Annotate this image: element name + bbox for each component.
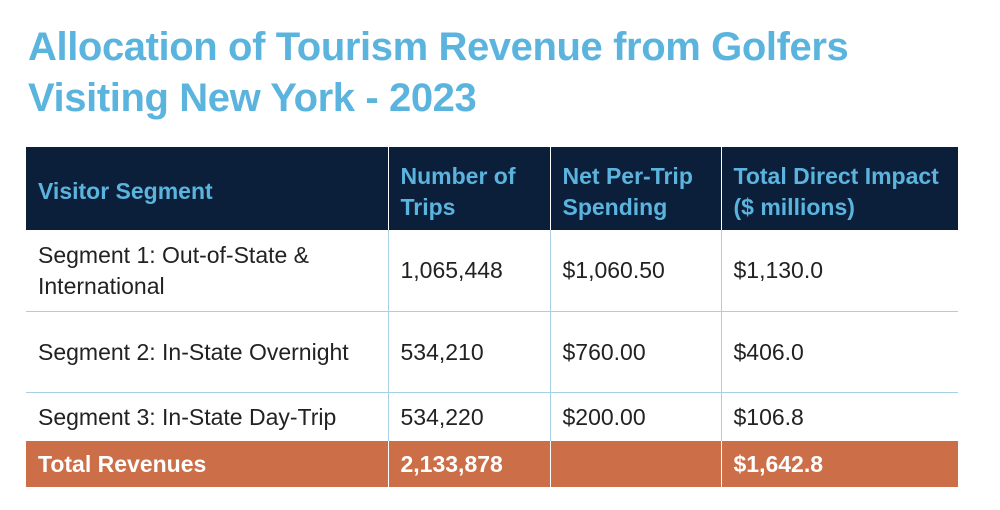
impact-cell: $406.0: [720, 311, 958, 393]
segment-cell: Segment 1: Out-of-State & International: [26, 230, 389, 312]
column-header-visitor-segment: Visitor Segment: [26, 147, 389, 230]
table-row: Segment 1: Out-of-State & International …: [26, 230, 958, 312]
total-impact-cell: $1,642.8: [720, 441, 958, 487]
table-row: Segment 2: In-State Overnight 534,210 $7…: [26, 311, 958, 393]
table-header: Visitor Segment Number of Trips Net Per-…: [26, 147, 958, 230]
spending-cell: $1,060.50: [549, 230, 722, 312]
table-footer: Total Revenues 2,133,878 $1,642.8: [26, 441, 958, 487]
header-row: Visitor Segment Number of Trips Net Per-…: [26, 147, 958, 230]
trips-cell: 534,220: [387, 392, 551, 441]
impact-cell: $106.8: [720, 392, 958, 441]
total-trips-cell: 2,133,878: [387, 441, 551, 487]
title-line-1: Allocation of Tourism Revenue from Golfe…: [28, 25, 849, 69]
spending-cell: $200.00: [549, 392, 722, 441]
total-row: Total Revenues 2,133,878 $1,642.8: [26, 441, 958, 487]
column-header-net-per-trip-spending: Net Per-Trip Spending: [549, 147, 722, 230]
revenue-table: Visitor Segment Number of Trips Net Per-…: [26, 147, 958, 487]
column-header-total-direct-impact: Total Direct Impact ($ millions): [720, 147, 958, 230]
page-title: Allocation of Tourism Revenue from Golfe…: [28, 22, 978, 124]
column-header-number-of-trips: Number of Trips: [387, 147, 551, 230]
trips-cell: 534,210: [387, 311, 551, 393]
table-body: Segment 1: Out-of-State & International …: [26, 230, 958, 441]
segment-cell: Segment 2: In-State Overnight: [26, 311, 389, 393]
spending-cell: $760.00: [549, 311, 722, 393]
total-spending-cell: [549, 441, 722, 487]
total-label-cell: Total Revenues: [26, 441, 389, 487]
impact-cell: $1,130.0: [720, 230, 958, 312]
table-row: Segment 3: In-State Day-Trip 534,220 $20…: [26, 392, 958, 441]
segment-cell: Segment 3: In-State Day-Trip: [26, 392, 389, 441]
title-line-2: Visiting New York - 2023: [28, 76, 477, 120]
trips-cell: 1,065,448: [387, 230, 551, 312]
